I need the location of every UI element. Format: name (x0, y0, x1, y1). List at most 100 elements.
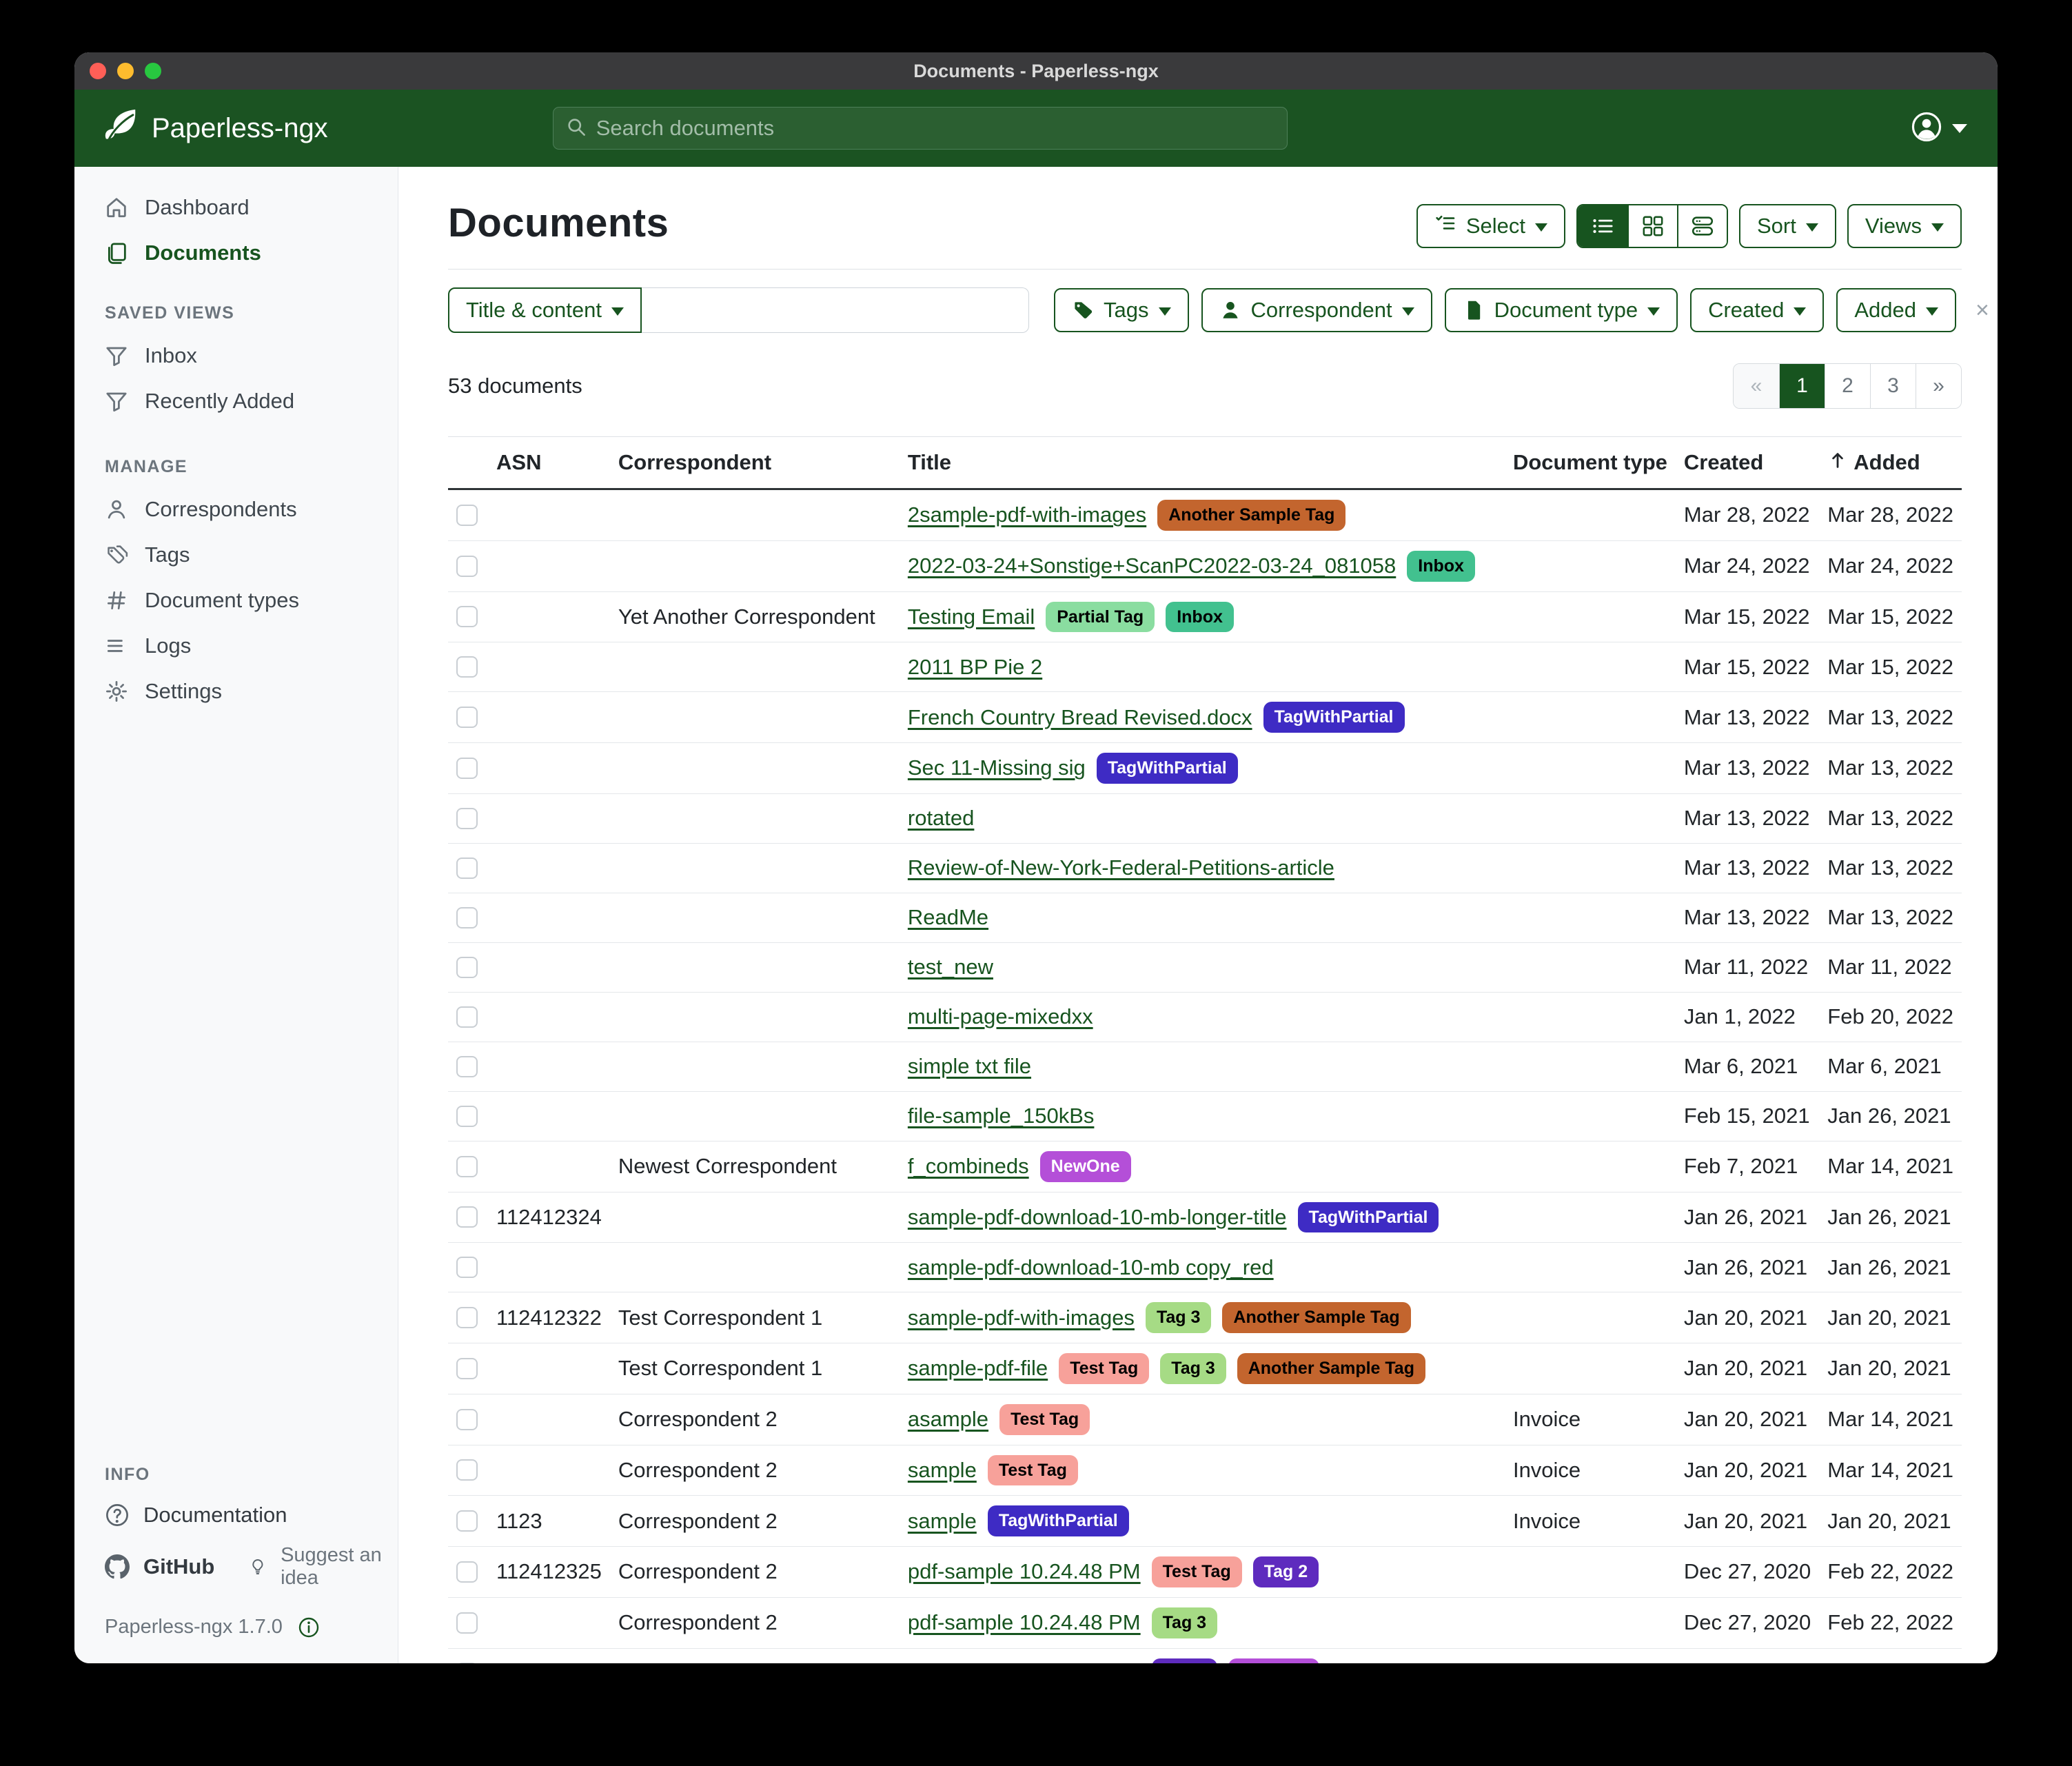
filter-correspondent-button[interactable]: Correspondent (1201, 288, 1432, 332)
sidebar-item-settings[interactable]: Settings (74, 669, 398, 714)
sidebar-item-correspondents[interactable]: Correspondents (74, 487, 398, 532)
close-button[interactable] (90, 63, 106, 79)
table-row[interactable]: Correspondent 2 pdf-sample 10.24.48 PM Tag… (448, 1648, 1962, 1663)
tag-badge[interactable]: Test Tag (1059, 1353, 1150, 1384)
filter-field-button[interactable]: Title & content (448, 287, 642, 333)
tag-badge[interactable]: Partial Tag (1046, 601, 1155, 633)
document-link[interactable]: test_new (907, 955, 993, 980)
row-checkbox[interactable] (456, 656, 478, 678)
user-menu[interactable] (1911, 111, 1967, 146)
row-checkbox[interactable] (456, 1206, 478, 1228)
document-link[interactable]: Review-of-New-York-Federal-Petitions-art… (907, 855, 1334, 880)
table-row[interactable]: Correspondent 2 pdf-sample 10.24.48 PM Tag… (448, 1597, 1962, 1649)
table-row[interactable]: Test Correspondent 1 sample-pdf-file Test … (448, 1343, 1962, 1394)
row-checkbox[interactable] (456, 707, 478, 729)
table-row[interactable]: 2011 BP Pie 2 Mar 15, 2022 Mar 15, 2022 (448, 642, 1962, 693)
grid-view-button[interactable] (1627, 205, 1677, 247)
document-link[interactable]: multi-page-mixedxx (907, 1004, 1093, 1029)
document-link[interactable]: French Country Bread Revised.docx (907, 704, 1252, 729)
tag-badge[interactable]: Another Sample Tag (1222, 1302, 1411, 1333)
document-link[interactable]: pdf-sample 10.24.48 PM (907, 1559, 1141, 1584)
app-brand[interactable]: Paperless-ngx (105, 107, 328, 150)
header-title[interactable]: Title (899, 436, 1505, 490)
row-checkbox[interactable] (456, 1006, 478, 1028)
tag-badge[interactable]: Another Sample Tag (1237, 1353, 1425, 1384)
table-row[interactable]: Correspondent 2 asample Test Tag Invoice Jan… (448, 1394, 1962, 1445)
sidebar-item-inbox[interactable]: Inbox (74, 333, 398, 378)
filter-created-button[interactable]: Created (1690, 288, 1825, 332)
row-checkbox[interactable] (456, 1257, 478, 1279)
page-prev-button[interactable]: « (1734, 364, 1779, 408)
tag-badge[interactable]: Inbox (1407, 550, 1475, 582)
filter-document-type-button[interactable]: Document type (1444, 288, 1678, 332)
filter-query-input[interactable] (642, 287, 1030, 333)
row-checkbox[interactable] (456, 1408, 478, 1430)
table-row[interactable]: sample-pdf-download-10-mb copy_red Jan 26… (448, 1242, 1962, 1293)
row-checkbox[interactable] (456, 906, 478, 928)
search-input[interactable] (596, 116, 1274, 141)
tag-badge[interactable]: Tag 3 (1151, 1607, 1218, 1638)
page-next-button[interactable]: » (1916, 364, 1961, 408)
document-link[interactable]: sample (907, 1508, 977, 1533)
tag-badge[interactable]: NewOne (1039, 1150, 1131, 1182)
tag-badge[interactable]: Tag 3 (1145, 1302, 1212, 1333)
sidebar-item-recently-added[interactable]: Recently Added (74, 378, 398, 424)
row-checkbox[interactable] (456, 504, 478, 526)
tag-badge[interactable]: TagWithPartial (1263, 702, 1405, 733)
row-checkbox[interactable] (456, 1155, 478, 1177)
document-link[interactable]: 2022-03-24+Sonstige+ScanPC2022-03-24_081… (907, 554, 1396, 578)
table-row[interactable]: 2sample-pdf-with-images Another Sample Ta… (448, 489, 1962, 541)
row-checkbox[interactable] (456, 1612, 478, 1634)
document-link[interactable]: pdf-sample 10.24.48 PM (908, 1661, 1141, 1663)
document-link[interactable]: file-sample_150kBs (907, 1104, 1095, 1128)
reset-filters-button[interactable]: × Reset filters (1975, 298, 1998, 323)
sidebar-item-documents[interactable]: Documents (74, 230, 398, 276)
document-link[interactable]: Testing Email (907, 604, 1035, 629)
row-checkbox[interactable] (456, 606, 478, 628)
row-checkbox[interactable] (456, 1357, 478, 1379)
document-link[interactable]: 2sample-pdf-with-images (907, 503, 1147, 527)
tag-badge[interactable]: TagWithPartial (1297, 1201, 1439, 1233)
tag-badge[interactable]: TagWithPartial (987, 1505, 1129, 1536)
suggest-idea-link[interactable]: Suggest an idea (249, 1544, 384, 1590)
document-link[interactable]: sample (907, 1457, 977, 1482)
filter-tags-button[interactable]: Tags (1054, 288, 1189, 332)
sidebar-item-logs[interactable]: Logs (74, 623, 398, 669)
row-checkbox[interactable] (456, 1307, 478, 1329)
github-link[interactable]: GitHub (105, 1554, 214, 1579)
row-checkbox[interactable] (456, 1459, 478, 1481)
table-row[interactable]: French Country Bread Revised.docx TagWith… (448, 691, 1962, 743)
header-document-type[interactable]: Document type (1504, 436, 1676, 490)
list-view-button[interactable] (1578, 205, 1627, 247)
documentation-link[interactable]: Documentation (105, 1503, 287, 1528)
table-row[interactable]: test_new Mar 11, 2022 Mar 11, 2022 (448, 942, 1962, 993)
table-row[interactable]: Correspondent 2 sample Test Tag Invoice Jan … (448, 1445, 1962, 1496)
row-checkbox[interactable] (456, 757, 478, 779)
row-checkbox[interactable] (456, 555, 478, 577)
table-row[interactable]: 112412322 Test Correspondent 1 sample-pdf-… (448, 1292, 1962, 1343)
table-row[interactable]: Yet Another Correspondent Testing Email Pa… (448, 591, 1962, 643)
header-asn[interactable]: ASN (488, 436, 610, 490)
header-created[interactable]: Created (1675, 436, 1820, 490)
table-row[interactable]: 2022-03-24+Sonstige+ScanPC2022-03-24_081… (448, 540, 1962, 592)
row-checkbox[interactable] (456, 956, 478, 978)
tag-badge[interactable]: Tag 3 (1160, 1353, 1226, 1384)
table-row[interactable]: rotated Mar 13, 2022 Mar 13, 2022 (448, 793, 1962, 844)
page-1-button[interactable]: 1 (1779, 364, 1825, 408)
table-row[interactable]: file-sample_150kBs Feb 15, 2021 Jan 26, 20… (448, 1091, 1962, 1141)
document-link[interactable]: Sec 11-Missing sig (907, 755, 1086, 780)
tag-badge[interactable]: Inbox (1166, 601, 1234, 633)
sidebar-item-document-types[interactable]: Document types (74, 578, 398, 623)
select-button[interactable]: Select (1416, 204, 1565, 248)
table-row[interactable]: multi-page-mixedxx Jan 1, 2022 Feb 20, 202… (448, 992, 1962, 1042)
tag-badge[interactable]: Test Tag (999, 1403, 1090, 1435)
row-checkbox[interactable] (456, 1510, 478, 1532)
tag-badge[interactable]: TagWithPartial (1096, 753, 1238, 784)
row-checkbox[interactable] (456, 807, 478, 829)
table-row[interactable]: Newest Correspondent f_combineds NewOne Feb… (448, 1141, 1962, 1192)
row-checkbox[interactable] (456, 1055, 478, 1077)
row-checkbox[interactable] (456, 857, 478, 879)
sidebar-item-tags[interactable]: Tags (74, 532, 398, 578)
sidebar-item-dashboard[interactable]: Dashboard (74, 185, 398, 230)
document-link[interactable]: f_combineds (907, 1154, 1029, 1179)
